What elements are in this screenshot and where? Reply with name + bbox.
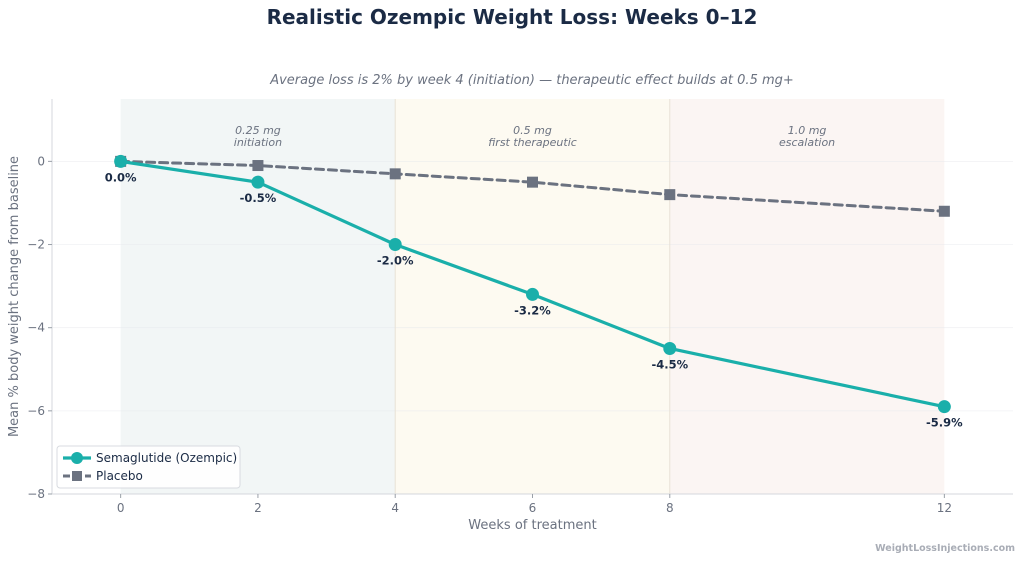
data-point-placebo <box>938 205 950 217</box>
data-label: -0.5% <box>240 191 277 205</box>
y-axis-label: Mean % body weight change from baseline <box>7 156 22 437</box>
data-label: -4.5% <box>651 357 688 371</box>
legend-label-semaglutide: Semaglutide (Ozempic) <box>96 451 237 465</box>
data-point-placebo <box>389 168 401 180</box>
legend-marker-placebo <box>72 471 82 481</box>
legend-marker-semaglutide <box>71 452 83 464</box>
phase-label: 0.5 mg <box>513 124 552 137</box>
legend-label-placebo: Placebo <box>96 469 143 483</box>
legend-box <box>56 445 241 489</box>
phase-label: escalation <box>779 136 835 149</box>
y-tick-label: −6 <box>27 404 45 418</box>
x-tick-label: 8 <box>666 501 674 515</box>
data-point-placebo <box>527 176 538 188</box>
data-label: 0.0% <box>105 170 137 184</box>
data-point-semaglutide <box>251 175 265 189</box>
data-point-placebo <box>664 189 676 201</box>
x-tick-label: 0 <box>117 501 125 515</box>
data-label: -3.2% <box>514 303 551 317</box>
y-tick-label: 0 <box>37 154 45 168</box>
x-tick-label: 4 <box>391 501 399 515</box>
legend: Semaglutide (Ozempic) Placebo <box>56 445 241 489</box>
chart-title: Realistic Ozempic Weight Loss: Weeks 0–1… <box>266 5 758 29</box>
phase-band <box>120 99 396 494</box>
data-label: -5.9% <box>926 416 963 430</box>
phase-label: 0.25 mg <box>235 124 281 137</box>
phase-label: first therapeutic <box>488 136 577 149</box>
series-line-semaglutide <box>119 159 946 409</box>
data-point-semaglutide <box>526 287 539 301</box>
x-tick-label: 2 <box>254 501 262 515</box>
y-tick-label: −8 <box>27 487 45 501</box>
phase-label: initiation <box>234 136 282 149</box>
x-tick-label: 6 <box>529 501 537 515</box>
data-point-semaglutide <box>937 400 951 414</box>
series-line-placebo <box>119 159 946 213</box>
data-point-semaglutide <box>388 238 402 252</box>
x-axis-label: Weeks of treatment <box>468 518 596 533</box>
data-label: -2.0% <box>377 254 414 268</box>
watermark: WeightLossInjections.com <box>875 543 1015 554</box>
data-point-placebo <box>252 160 264 172</box>
chart-subtitle: Average loss is 2% by week 4 (initiation… <box>270 73 794 88</box>
phase-label: 1.0 mg <box>788 124 827 137</box>
data-point-semaglutide <box>663 341 677 355</box>
phase-band <box>669 99 945 494</box>
x-tick-label: 12 <box>937 501 952 515</box>
y-tick-label: −2 <box>27 238 45 252</box>
y-tick-label: −4 <box>27 321 45 335</box>
data-point-semaglutide <box>114 154 128 168</box>
